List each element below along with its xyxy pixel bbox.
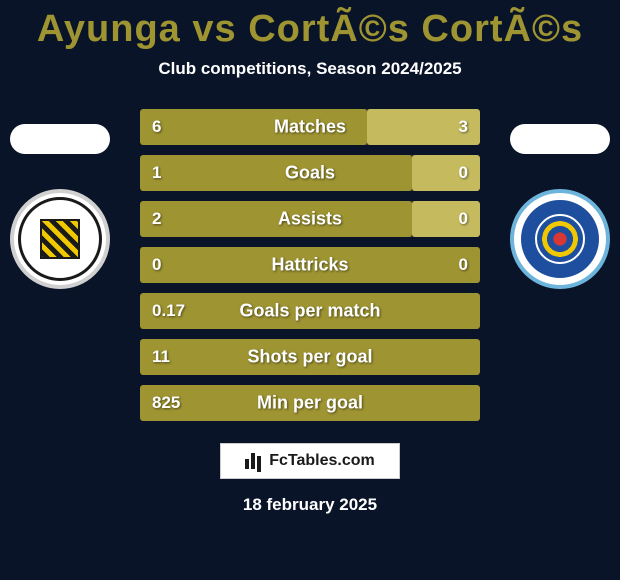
- club-badge-left-shield: [40, 219, 80, 259]
- stat-value-left: 0: [152, 255, 161, 275]
- club-badge-right-center: [535, 214, 585, 264]
- stat-bar-right-fill: [412, 155, 480, 191]
- stat-value-left: 1: [152, 163, 161, 183]
- club-badge-right-inner: [518, 197, 602, 281]
- player-right-silhouette: [510, 124, 610, 154]
- stat-bar-row: 825 Min per goal: [140, 385, 480, 421]
- stat-value-right: 0: [459, 209, 468, 229]
- stat-bar-row: 6 3 Matches: [140, 109, 480, 145]
- stat-bar-left-fill: [140, 201, 412, 237]
- footer-brand-badge: FcTables.com: [220, 443, 400, 479]
- comparison-title: Ayunga vs CortÃ©s CortÃ©s: [0, 0, 620, 51]
- comparison-date: 18 february 2025: [0, 495, 620, 515]
- player-left-column: [0, 109, 120, 289]
- stat-value-left: 0.17: [152, 301, 185, 321]
- comparison-content: 6 3 Matches 1 0 Goals 2 0 Assists 0 0 Hattricks 0.17…: [0, 109, 620, 421]
- club-badge-right: [510, 189, 610, 289]
- stat-bar-row: 0.17 Goals per match: [140, 293, 480, 329]
- stat-bars: 6 3 Matches 1 0 Goals 2 0 Assists 0 0 Hattricks 0.17…: [140, 109, 480, 421]
- club-badge-left-inner: [18, 197, 102, 281]
- chart-icon: [245, 453, 265, 469]
- stat-bar-row: 1 0 Goals: [140, 155, 480, 191]
- stat-bar-right-fill: [412, 201, 480, 237]
- stat-value-left: 825: [152, 393, 180, 413]
- stat-bar-row: 11 Shots per goal: [140, 339, 480, 375]
- player-left-silhouette: [10, 124, 110, 154]
- stat-bar-row: 0 0 Hattricks: [140, 247, 480, 283]
- stat-value-left: 11: [152, 347, 170, 367]
- club-badge-left: [10, 189, 110, 289]
- stat-label: Matches: [274, 117, 346, 138]
- footer-brand-text: FcTables.com: [269, 452, 375, 470]
- stat-label: Goals: [285, 163, 335, 184]
- stat-bar-left-fill: [140, 155, 412, 191]
- player-right-column: [500, 109, 620, 289]
- stat-value-left: 6: [152, 117, 161, 137]
- stat-value-right: 0: [459, 255, 468, 275]
- stat-value-right: 0: [459, 163, 468, 183]
- stat-label: Goals per match: [239, 301, 380, 322]
- stat-bar-row: 2 0 Assists: [140, 201, 480, 237]
- stat-label: Min per goal: [257, 393, 363, 414]
- stat-value-left: 2: [152, 209, 161, 229]
- stat-label: Hattricks: [271, 255, 348, 276]
- comparison-subtitle: Club competitions, Season 2024/2025: [0, 59, 620, 79]
- stat-label: Assists: [278, 209, 342, 230]
- stat-value-right: 3: [459, 117, 468, 137]
- stat-label: Shots per goal: [247, 347, 372, 368]
